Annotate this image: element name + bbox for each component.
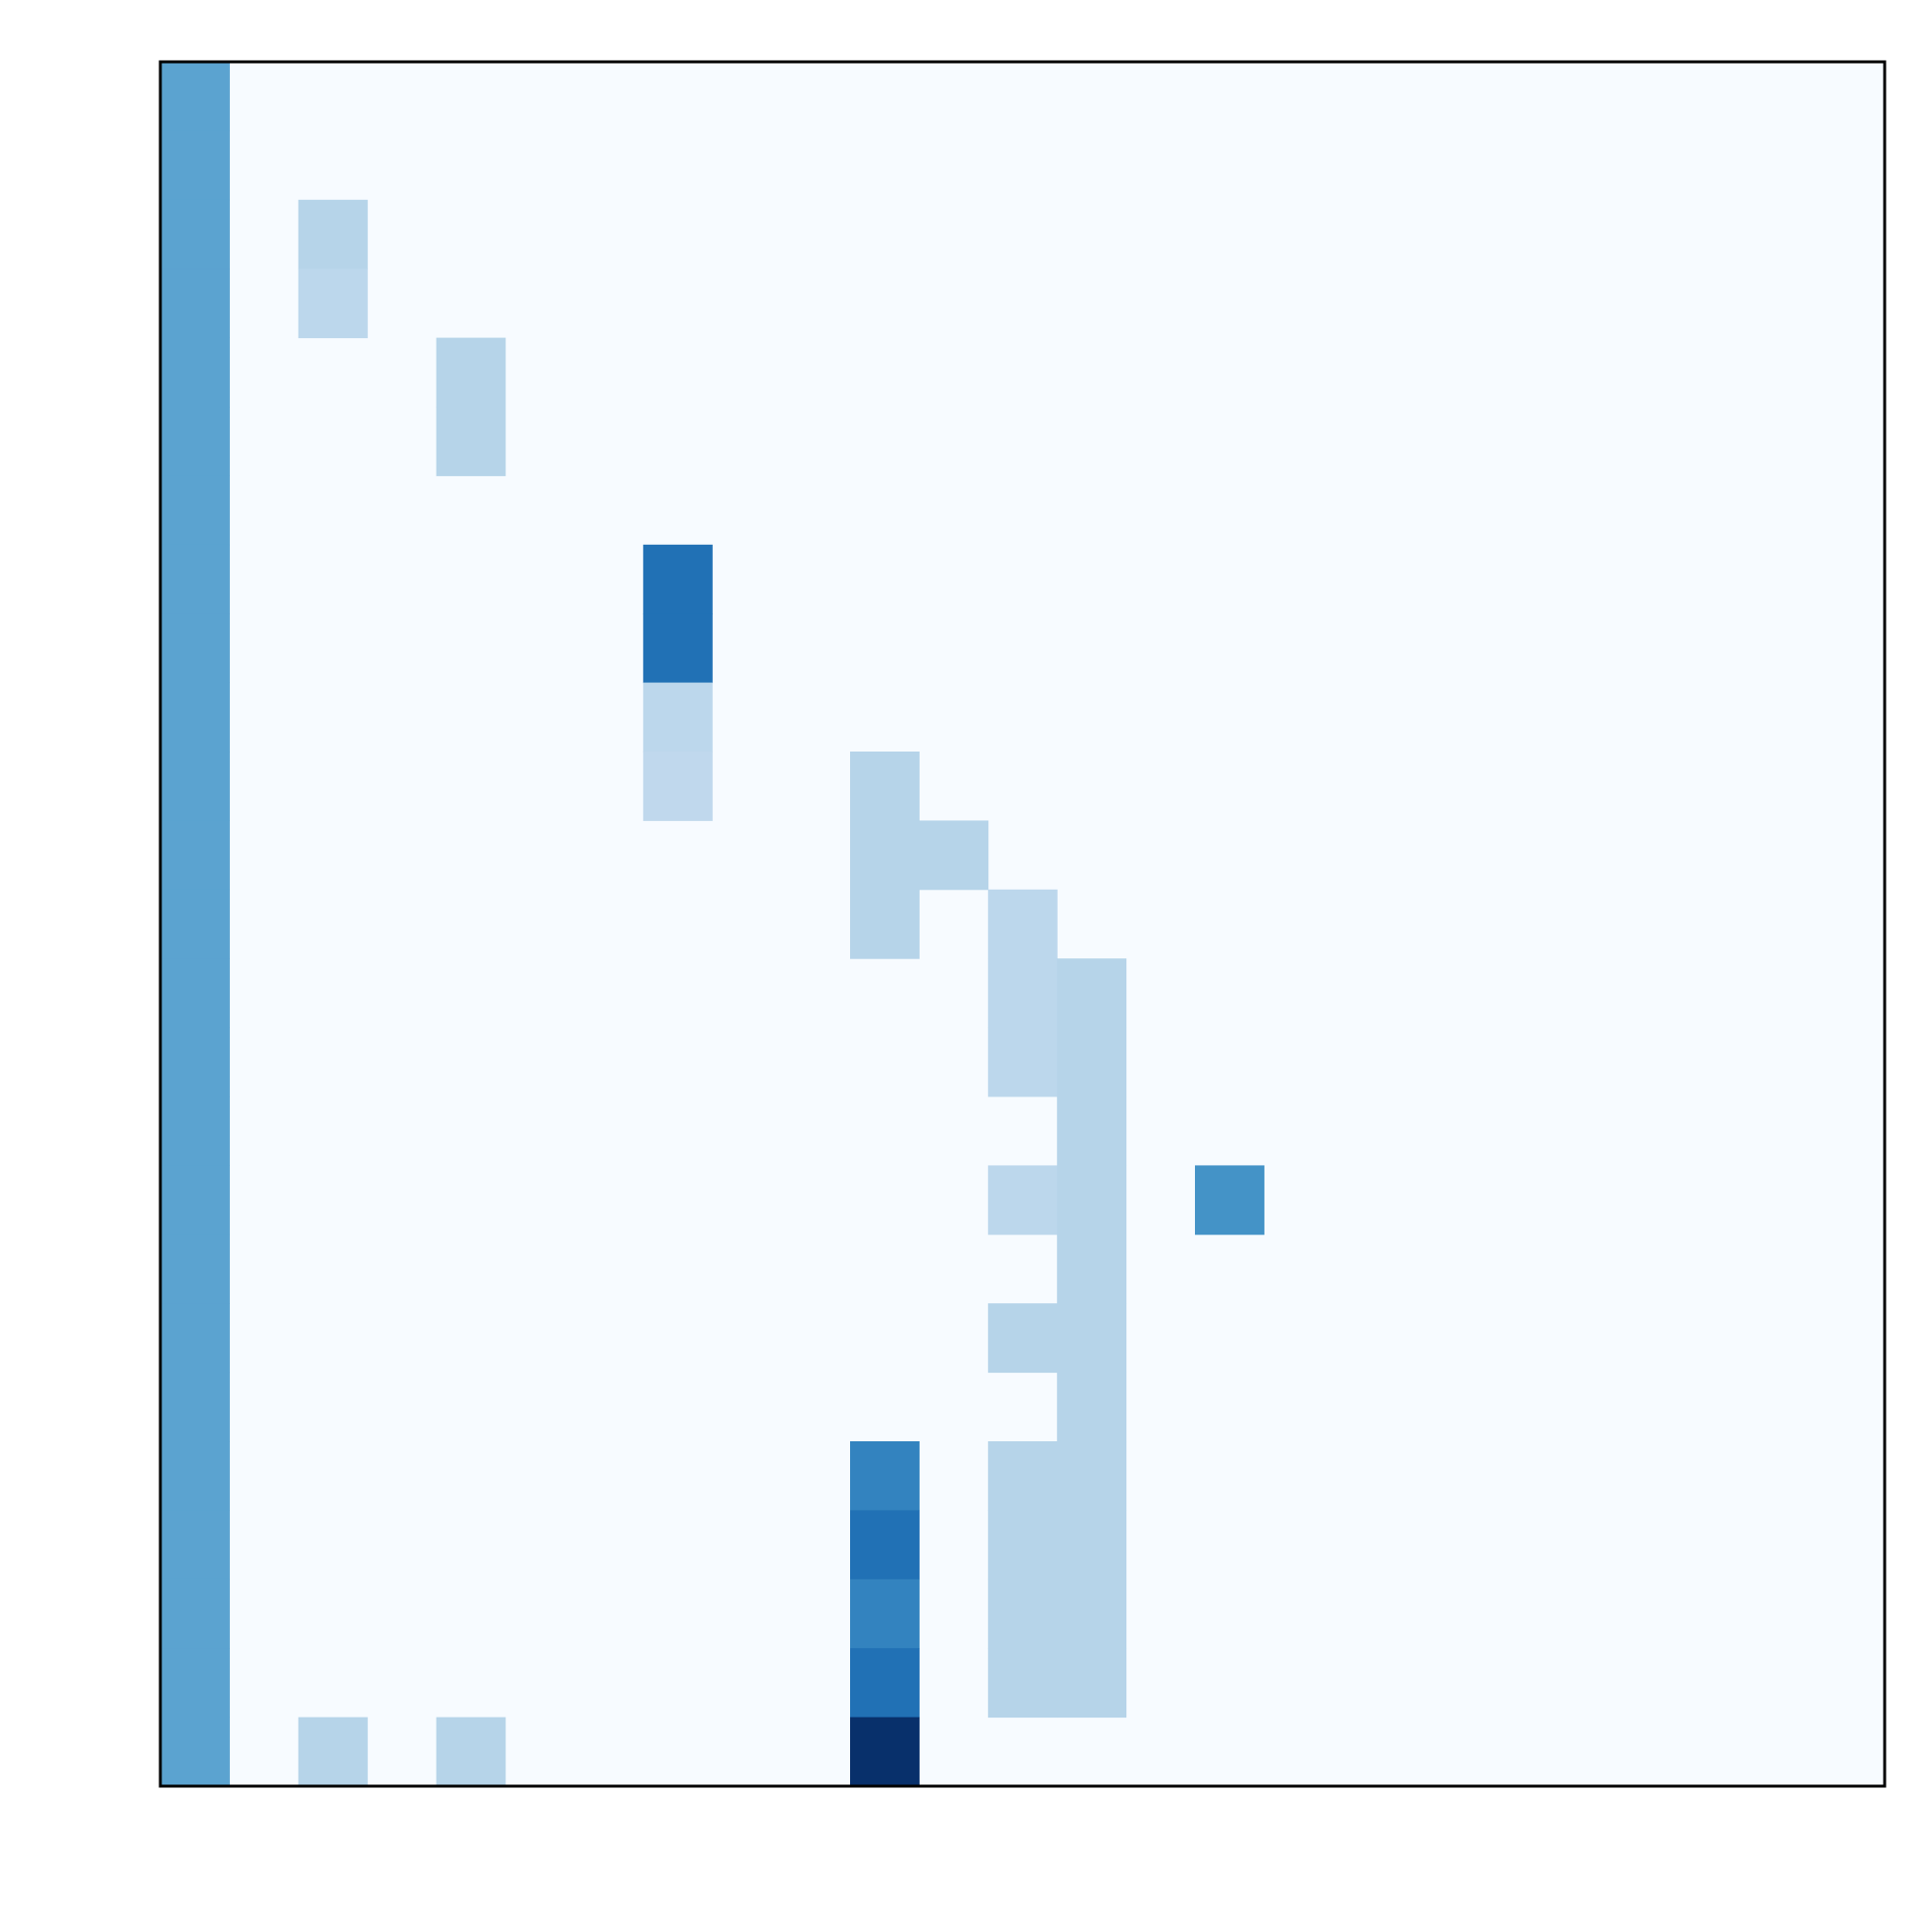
heatmap-cell	[160, 752, 230, 821]
heatmap-cell	[1057, 1096, 1127, 1166]
heatmap-cell	[160, 475, 230, 546]
heatmap-cell	[850, 820, 920, 891]
heatmap-cell	[1195, 1165, 1264, 1236]
heatmap-cell	[850, 889, 920, 959]
heatmap-cell	[1057, 1510, 1127, 1580]
heatmap-cell	[160, 269, 230, 339]
heatmap-cell	[1057, 1165, 1127, 1236]
heatmap-cell	[919, 820, 989, 891]
heatmap-cell	[160, 62, 230, 131]
heatmap-cell	[1057, 1372, 1127, 1442]
heatmap-cell	[850, 1648, 920, 1719]
heatmap-cell	[436, 337, 506, 408]
heatmap-cell	[850, 1578, 920, 1649]
heatmap-cell	[987, 1510, 1058, 1580]
heatmap-cell	[160, 1648, 230, 1719]
heatmap-cell	[642, 544, 713, 614]
heatmap-cell	[160, 1303, 230, 1374]
heatmap-cell	[987, 1578, 1058, 1649]
heatmap-cell	[850, 1510, 920, 1580]
heatmap-cell	[160, 407, 230, 476]
heatmap-cell	[987, 889, 1058, 959]
heatmap-cell	[160, 1096, 230, 1166]
heatmap-cell	[1057, 1027, 1127, 1097]
heatmap-cell	[160, 820, 230, 891]
heatmap-cell	[160, 130, 230, 201]
heatmap-cell	[160, 1717, 230, 1787]
heatmap-cell	[1057, 1234, 1127, 1304]
heatmap-cell	[1057, 1578, 1127, 1649]
heatmap-cell	[160, 958, 230, 1029]
heatmap-cell	[298, 269, 368, 339]
heatmap-cell	[298, 199, 368, 270]
heatmap-cell	[642, 752, 713, 821]
heatmap-cell	[987, 1165, 1058, 1236]
heatmap-cell	[436, 1717, 506, 1787]
heatmap-cell	[987, 1303, 1058, 1374]
heatmap-cell	[987, 1648, 1058, 1719]
plot-frame	[158, 60, 1887, 1788]
heatmap-cell	[850, 752, 920, 821]
heatmap-cell	[160, 1441, 230, 1511]
heatmap-cell	[850, 1441, 920, 1511]
heatmap-cell	[850, 1717, 920, 1787]
heatmap-cell	[987, 958, 1058, 1029]
heatmap-cell	[1057, 958, 1127, 1029]
heatmap-cell	[160, 1234, 230, 1304]
heatmap-cell	[298, 1717, 368, 1787]
heatmap-cell	[160, 1027, 230, 1097]
heatmap-cell	[1057, 1303, 1127, 1374]
heatmap-cell	[160, 682, 230, 753]
heatmap-cell	[160, 544, 230, 614]
heatmap-cell	[160, 337, 230, 408]
heatmap-cell	[642, 613, 713, 684]
heatmap-cell	[642, 682, 713, 753]
heatmap-cell	[160, 1510, 230, 1580]
heatmap-cell	[1057, 1648, 1127, 1719]
heatmap-cell	[160, 613, 230, 684]
heatmap-cell	[160, 889, 230, 959]
heatmap-cell	[1057, 1441, 1127, 1511]
heatmap-cell	[987, 1027, 1058, 1097]
heatmap-cell	[160, 199, 230, 270]
heatmap-cell	[160, 1372, 230, 1442]
heatmap-cell	[160, 1578, 230, 1649]
heatmap-cells	[160, 62, 1264, 1787]
heatmap-cell	[160, 1165, 230, 1236]
heatmap-cell	[987, 1441, 1058, 1511]
heatmap-cell	[436, 407, 506, 476]
